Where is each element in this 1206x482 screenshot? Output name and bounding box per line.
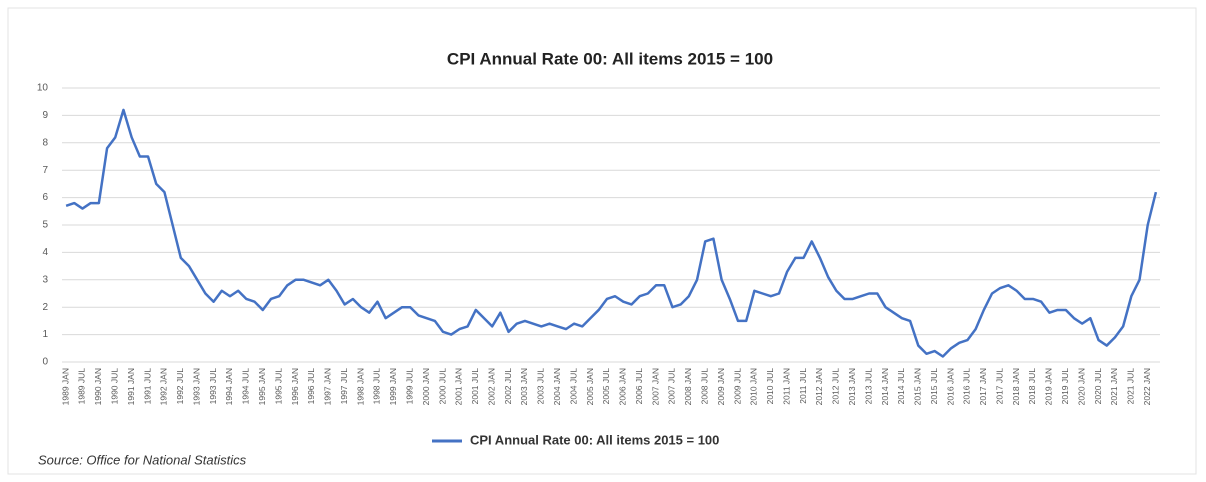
y-tick-label: 5 [42, 220, 48, 231]
x-tick-label: 2014 JAN [880, 368, 890, 405]
x-tick-label: 2022 JAN [1142, 368, 1152, 405]
x-tick-label: 2010 JAN [749, 368, 759, 405]
x-tick-label: 2001 JUL [470, 368, 480, 405]
y-tick-label: 1 [42, 329, 48, 340]
x-tick-label: 2000 JAN [421, 368, 431, 405]
x-tick-label: 1999 JUL [404, 368, 414, 405]
x-tick-label: 2006 JUL [634, 368, 644, 405]
x-tick-label: 2010 JUL [765, 368, 775, 405]
x-tick-label: 2012 JUL [831, 368, 841, 405]
chart-frame [7, 7, 1197, 475]
y-tick-label: 2 [42, 302, 48, 313]
x-tick-label: 2008 JUL [699, 368, 709, 405]
x-tick-label: 2018 JUL [1027, 368, 1037, 405]
x-tick-label: 2004 JUL [568, 368, 578, 405]
x-tick-label: 1992 JAN [159, 368, 169, 405]
x-tick-label: 2013 JUL [863, 368, 873, 405]
x-tick-label: 1990 JAN [93, 368, 103, 405]
x-tick-label: 1997 JAN [323, 368, 333, 405]
x-tick-label: 2009 JUL [732, 368, 742, 405]
x-tick-label: 1991 JUL [142, 368, 152, 405]
y-tick-label: 9 [42, 110, 48, 121]
y-tick-label: 6 [42, 192, 48, 203]
x-tick-label: 2019 JUL [1060, 368, 1070, 405]
x-tick-label: 2003 JAN [519, 368, 529, 405]
y-tick-label: 4 [42, 247, 48, 258]
legend-label: CPI Annual Rate 00: All items 2015 = 100 [470, 432, 719, 447]
x-tick-label: 2017 JAN [978, 368, 988, 405]
x-tick-label: 2016 JAN [945, 368, 955, 405]
chart-title: CPI Annual Rate 00: All items 2015 = 100 [447, 49, 773, 68]
x-tick-label: 1989 JAN [60, 368, 70, 405]
x-tick-label: 2000 JUL [437, 368, 447, 405]
x-tick-label: 2020 JAN [1076, 368, 1086, 405]
x-tick-label: 2011 JAN [781, 368, 791, 405]
y-tick-label: 3 [42, 274, 48, 285]
x-tick-label: 1998 JUL [372, 368, 382, 405]
x-tick-label: 1995 JUL [273, 368, 283, 405]
x-tick-label: 2017 JUL [994, 368, 1004, 405]
x-tick-label: 1994 JAN [224, 368, 234, 405]
x-tick-label: 1996 JUL [306, 368, 316, 405]
x-tick-label: 2011 JUL [798, 368, 808, 404]
x-tick-label: 1998 JAN [355, 368, 365, 405]
x-tick-label: 2014 JUL [896, 368, 906, 405]
x-tick-label: 2019 JAN [1044, 368, 1054, 405]
x-tick-label: 2012 JAN [814, 368, 824, 405]
x-tick-label: 2021 JUL [1126, 368, 1136, 405]
y-tick-label: 0 [42, 357, 48, 368]
y-tick-label: 8 [42, 137, 48, 148]
x-tick-label: 2007 JAN [650, 368, 660, 405]
y-tick-label: 10 [37, 83, 49, 94]
x-tick-label: 1999 JAN [388, 368, 398, 405]
x-tick-label: 1995 JAN [257, 368, 267, 405]
x-tick-label: 2003 JUL [536, 368, 546, 405]
x-tick-label: 2008 JAN [683, 368, 693, 405]
x-tick-label: 2002 JUL [503, 368, 513, 405]
x-tick-label: 2021 JAN [1109, 368, 1119, 405]
x-tick-label: 1994 JUL [241, 368, 251, 405]
data-line [65, 108, 1158, 358]
x-tick-label: 1991 JAN [126, 368, 136, 405]
x-tick-label: 1990 JUL [110, 368, 120, 405]
x-tick-label: 2005 JUL [601, 368, 611, 405]
x-tick-label: 2016 JUL [962, 368, 972, 405]
x-tick-label: 2015 JAN [913, 368, 923, 405]
x-tick-label: 1997 JUL [339, 368, 349, 405]
x-tick-label: 2015 JUL [929, 368, 939, 405]
x-tick-label: 2009 JAN [716, 368, 726, 405]
y-tick-label: 7 [42, 165, 48, 176]
x-tick-label: 2001 JAN [454, 368, 464, 405]
x-tick-label: 2020 JUL [1093, 368, 1103, 405]
x-tick-label: 1993 JUL [208, 368, 218, 405]
x-tick-label: 1996 JAN [290, 368, 300, 405]
x-tick-label: 2018 JAN [1011, 368, 1021, 405]
source-note: Source: Office for National Statistics [38, 452, 247, 467]
x-tick-label: 1989 JUL [77, 368, 87, 405]
x-tick-label: 2006 JAN [618, 368, 628, 405]
x-tick-label: 1993 JAN [191, 368, 201, 405]
x-tick-label: 2005 JAN [585, 368, 595, 405]
x-tick-label: 2002 JAN [486, 368, 496, 405]
x-tick-label: 2004 JAN [552, 368, 562, 405]
x-tick-label: 1992 JUL [175, 368, 185, 405]
x-tick-label: 2007 JUL [667, 368, 677, 405]
x-tick-label: 2013 JAN [847, 368, 857, 405]
